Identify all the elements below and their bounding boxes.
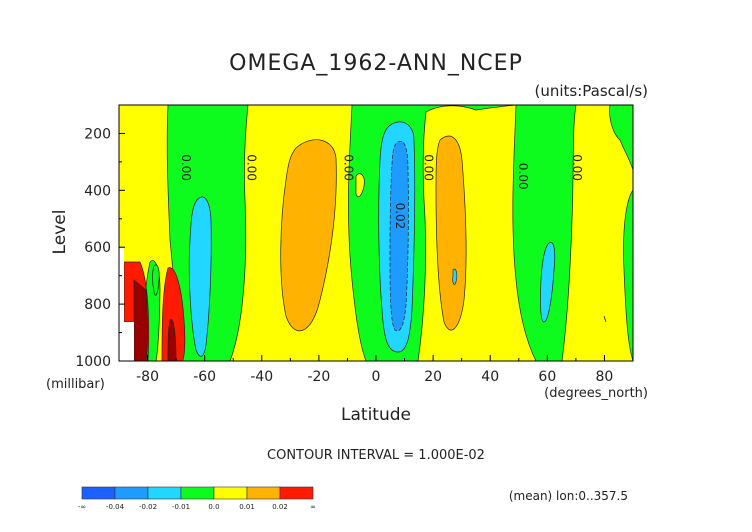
chart-title: OMEGA_1962-ANN_NCEP <box>229 51 523 76</box>
y-tick-label: 800 <box>84 297 111 313</box>
legend-label: ∞ <box>310 503 316 511</box>
legend-label: 0.01 <box>239 503 255 511</box>
x-tick-label: -80 <box>136 369 159 385</box>
y-tick-label: 200 <box>84 126 111 142</box>
contour-label: 0.00 <box>516 163 530 190</box>
missing-data-region <box>119 248 134 361</box>
contour-label: 0.00 <box>342 154 356 181</box>
x-tick-label: 80 <box>596 369 614 385</box>
legend-label: -0.02 <box>139 503 157 511</box>
contour-label: 0.00 <box>570 154 584 181</box>
legend-swatch <box>114 486 149 500</box>
legend-label: -0.04 <box>106 503 125 511</box>
legend-label: 0.02 <box>272 503 288 511</box>
x-axis-label: Latitude <box>341 405 411 425</box>
green-region-south-inner <box>152 264 160 296</box>
y-unit-label: (millibar) <box>46 377 105 392</box>
y-tick-label: 400 <box>84 183 111 199</box>
units-label: (units:Pascal/s) <box>535 82 649 100</box>
y-axis-label: Level <box>50 210 70 255</box>
contour-label: 0.02 <box>393 203 407 230</box>
x-tick-label: 60 <box>538 369 556 385</box>
x-tick-label: -20 <box>307 369 330 385</box>
blue-region-core <box>389 140 409 332</box>
x-tick-label: 20 <box>424 369 442 385</box>
legend-label: -∞ <box>78 503 86 511</box>
x-unit-label: (degrees_north) <box>544 386 648 401</box>
color-legend: -∞ -0.04 -0.02 -0.01 0.0 0.01 0.02 ∞ <box>78 486 316 511</box>
cyan-region-south <box>188 196 212 357</box>
x-axis: -80 -60 -40 -20 0 20 40 60 80 <box>118 355 634 385</box>
x-tick-label: -40 <box>250 369 273 385</box>
cyan-patch-north <box>452 268 458 285</box>
legend-swatch <box>213 486 248 500</box>
contour-interval: CONTOUR INTERVAL = 1.000E-02 <box>267 448 485 463</box>
legend-swatch <box>180 486 215 500</box>
contour-label: 0.00 <box>245 154 259 181</box>
contour-tick-north <box>603 315 607 323</box>
darkred-region-south-west <box>133 279 148 362</box>
legend-swatch <box>147 486 182 500</box>
orange-region-south <box>280 139 337 332</box>
x-tick-label: 40 <box>481 369 499 385</box>
orange-region-north <box>435 135 467 331</box>
yellow-region-northpole <box>561 104 634 362</box>
contour-label: 0.00 <box>422 154 436 181</box>
legend-label: 0.0 <box>208 503 219 511</box>
contour-label: 0.00 <box>179 154 193 181</box>
x-tick-label: -60 <box>193 369 216 385</box>
plot-area: 0.00 0.00 0.00 0.00 0.00 0.00 0.02 <box>118 104 634 362</box>
x-tick-label: 0 <box>372 369 381 385</box>
legend-swatch <box>246 486 281 500</box>
legend-swatch <box>81 486 116 500</box>
cyan-region-north <box>540 242 556 323</box>
y-axis: 200 400 600 800 1000 <box>75 104 125 370</box>
contour-label-group: 0.00 0.00 0.00 0.00 0.00 0.00 0.02 <box>179 154 584 229</box>
red-region-south-east <box>161 267 186 362</box>
footnote: (mean) lon:0..357.5 <box>509 489 628 503</box>
y-tick-label: 600 <box>84 240 111 256</box>
yellow-region-equator-patch <box>355 173 365 198</box>
legend-label: -0.01 <box>172 503 190 511</box>
y-tick-label: 1000 <box>75 354 111 370</box>
legend-swatch <box>279 486 314 500</box>
